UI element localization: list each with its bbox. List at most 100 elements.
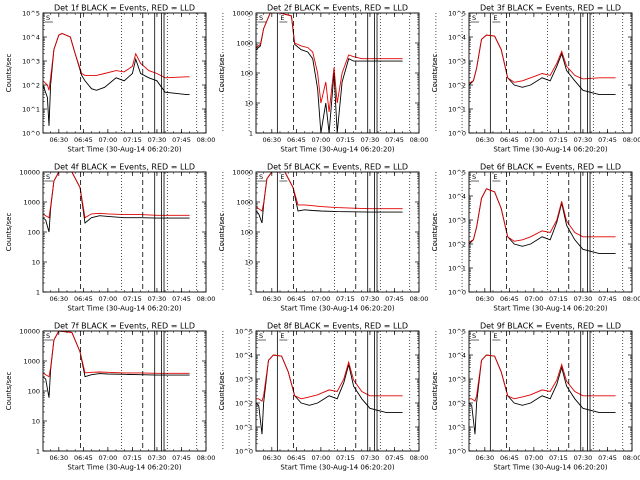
x-tick-label: 07:15 bbox=[336, 454, 355, 462]
x-tick-label: 07:45 bbox=[172, 295, 191, 303]
x-axis-label: Start Time (30-Aug-14 06:20:20) bbox=[493, 464, 607, 472]
y-tick-label: 10^3 bbox=[22, 58, 40, 66]
data-series-group bbox=[43, 172, 190, 233]
x-tick-label: 07:00 bbox=[99, 136, 118, 144]
x-axis-label: Start Time (30-Aug-14 06:20:20) bbox=[493, 305, 607, 313]
x-tick-label: 07:00 bbox=[99, 454, 118, 462]
x-tick-label: 07:30 bbox=[574, 454, 593, 462]
x-tick-label: 06:30 bbox=[49, 454, 68, 462]
x-tick-label: 08:00 bbox=[410, 295, 429, 303]
series-line-events bbox=[256, 13, 403, 133]
x-tick-label: 07:15 bbox=[549, 295, 568, 303]
y-tick-label: 10^3 bbox=[448, 217, 466, 225]
y-tick-label: 1 bbox=[36, 289, 40, 297]
marker-label-e: E bbox=[493, 332, 497, 340]
y-tick-label: 10000 bbox=[232, 169, 253, 177]
y-tick-label: 10^1 bbox=[448, 424, 466, 432]
x-tick-label: 07:00 bbox=[312, 454, 331, 462]
y-tick-label: 10^5 bbox=[448, 328, 466, 336]
x-tick-label: 07:45 bbox=[598, 136, 617, 144]
x-tick-label: 08:00 bbox=[623, 136, 640, 144]
plot-frame bbox=[468, 330, 633, 452]
plot-frame bbox=[468, 12, 633, 134]
y-tick-label: 100 bbox=[241, 70, 253, 78]
y-tick-label: 1 bbox=[249, 289, 253, 297]
series-line-lld bbox=[469, 188, 616, 243]
x-tick-label: 07:00 bbox=[525, 136, 544, 144]
y-tick-label: 1 bbox=[36, 448, 40, 456]
y-tick-label: 10^5 bbox=[448, 169, 466, 177]
y-tick-label: 10^0 bbox=[235, 448, 253, 456]
series-line-events bbox=[469, 354, 616, 435]
marker-label-s: S bbox=[46, 332, 50, 340]
y-ticks: 1 10 100 1000 10000 bbox=[232, 169, 419, 297]
x-tick-label: 08:00 bbox=[410, 454, 429, 462]
marker-label-s: S bbox=[259, 332, 263, 340]
y-ticks: 1 10 100 1000 10000 bbox=[19, 328, 206, 456]
x-axis-label: Start Time (30-Aug-14 06:20:20) bbox=[67, 464, 181, 472]
y-tick-label: 10^1 bbox=[448, 106, 466, 114]
marker-label-s: S bbox=[472, 332, 476, 340]
y-tick-label: 10^0 bbox=[448, 448, 466, 456]
x-tick-label: 08:00 bbox=[197, 454, 216, 462]
y-ticks: 10^0 10^1 10^2 10^3 10^4 10^5 bbox=[448, 10, 632, 138]
x-ticks: 06:30 06:45 07:00 07:15 07:30 07:45 08:00 bbox=[262, 13, 428, 144]
y-axis-label: Counts/sec bbox=[431, 372, 439, 411]
x-ticks: 06:30 06:45 07:00 07:15 07:30 07:45 08:00 bbox=[262, 172, 428, 303]
chart-panel-5: Det 5f BLACK = Events, RED = LLD Counts/s… bbox=[218, 163, 501, 313]
x-tick-label: 06:30 bbox=[475, 136, 494, 144]
x-tick-label: 07:15 bbox=[336, 295, 355, 303]
x-tick-label: 07:45 bbox=[385, 136, 404, 144]
x-tick-label: 06:45 bbox=[287, 295, 306, 303]
y-axis-label: Counts/sec bbox=[431, 213, 439, 252]
y-axis-label: Counts/sec bbox=[5, 213, 13, 252]
chart-panel-8: Det 8f BLACK = Events, RED = LLD Counts/s… bbox=[218, 322, 501, 472]
marker-label-s: S bbox=[46, 14, 50, 22]
marker-label-s: S bbox=[46, 173, 50, 181]
chart-title: Det 2f BLACK = Events, RED = LLD bbox=[267, 4, 408, 13]
plot-frame bbox=[255, 330, 420, 452]
y-tick-label: 10^3 bbox=[235, 376, 253, 384]
x-tick-label: 07:30 bbox=[148, 136, 167, 144]
series-line-lld bbox=[256, 172, 403, 212]
data-series-group bbox=[43, 33, 190, 126]
x-tick-label: 06:45 bbox=[500, 454, 519, 462]
marker-label-s: S bbox=[472, 14, 476, 22]
data-series-group bbox=[256, 13, 403, 133]
x-ticks: 06:30 06:45 07:00 07:15 07:30 07:45 08:00 bbox=[475, 331, 640, 462]
y-tick-label: 1000 bbox=[236, 199, 253, 207]
chart-title: Det 8f BLACK = Events, RED = LLD bbox=[267, 322, 408, 331]
x-tick-label: 07:15 bbox=[123, 295, 142, 303]
chart-title: Det 5f BLACK = Events, RED = LLD bbox=[267, 163, 408, 172]
chart-panel-2: Det 2f BLACK = Events, RED = LLD Counts/s… bbox=[218, 4, 501, 154]
y-tick-label: 10^4 bbox=[448, 193, 466, 201]
x-tick-label: 06:30 bbox=[475, 454, 494, 462]
chart-title: Det 9f BLACK = Events, RED = LLD bbox=[480, 322, 621, 331]
chart-title: Det 4f BLACK = Events, RED = LLD bbox=[54, 163, 195, 172]
y-tick-label: 10000 bbox=[232, 10, 253, 18]
y-tick-label: 10^1 bbox=[235, 424, 253, 432]
x-axis-label: Start Time (30-Aug-14 06:20:20) bbox=[280, 146, 394, 154]
x-tick-label: 08:00 bbox=[623, 454, 640, 462]
series-line-events bbox=[256, 354, 403, 435]
x-tick-label: 08:00 bbox=[197, 136, 216, 144]
series-line-lld bbox=[469, 34, 616, 84]
marker-label-e: E bbox=[280, 332, 284, 340]
series-line-lld bbox=[256, 354, 403, 402]
x-tick-label: 08:00 bbox=[623, 295, 640, 303]
series-line-lld bbox=[469, 354, 616, 402]
series-line-events bbox=[43, 331, 190, 398]
x-tick-label: 07:30 bbox=[361, 454, 380, 462]
y-tick-label: 10 bbox=[245, 100, 253, 108]
y-tick-label: 1000 bbox=[23, 199, 40, 207]
y-tick-label: 10^0 bbox=[22, 130, 40, 138]
y-tick-label: 1 bbox=[249, 130, 253, 138]
y-tick-label: 10^2 bbox=[22, 82, 40, 90]
x-tick-label: 06:30 bbox=[475, 295, 494, 303]
